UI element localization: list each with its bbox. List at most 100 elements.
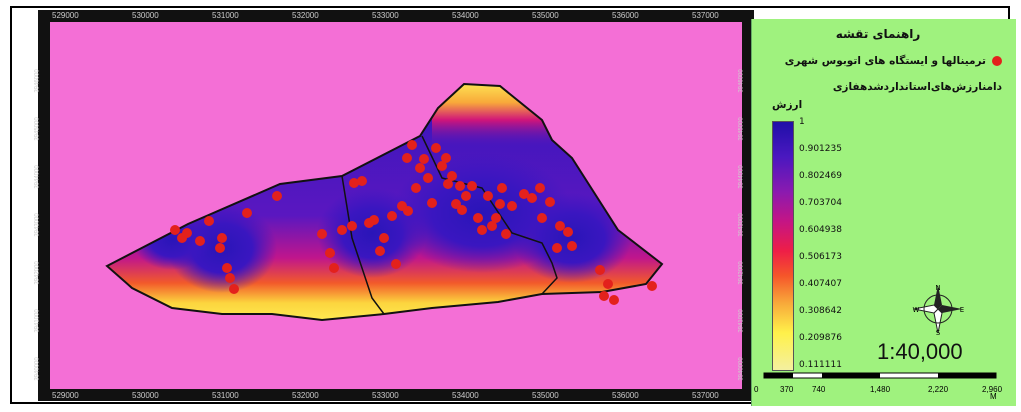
bus-stop-point [552, 243, 562, 253]
bus-stop-point [447, 171, 457, 181]
scale-bar-label: 370 [780, 385, 794, 394]
bus-stop-point [431, 143, 441, 153]
bus-stop-point [195, 236, 205, 246]
bus-stop-point [242, 208, 252, 218]
bus-stop-point [182, 228, 192, 238]
bus-stop-point [391, 259, 401, 269]
x-tick-label: 532000 [292, 391, 319, 400]
bus-stop-point [487, 221, 497, 231]
bus-stop-point [369, 215, 379, 225]
bus-stop-point [555, 221, 565, 231]
y-tick-label: 3944000 [738, 165, 745, 189]
bus-stop-point [501, 229, 511, 239]
bus-stop-point [411, 183, 421, 193]
x-tick-label: 537000 [692, 11, 719, 20]
bus-stop-point [419, 154, 429, 164]
svg-text:W: W [913, 306, 920, 314]
scale-bar-label: 1,480 [870, 385, 891, 394]
x-tick-label: 537000 [692, 391, 719, 400]
bus-stop-point [473, 213, 483, 223]
ramp-tick-label: 0.703704 [799, 198, 842, 208]
legend-value-header: ارزش [772, 99, 803, 111]
scale-bar-label: 2,220 [928, 385, 949, 394]
bus-stop-point [217, 233, 227, 243]
ramp-tick-label: 0.209876 [799, 333, 842, 343]
color-ramp [772, 121, 794, 371]
ramp-tick-label: 0.111111 [799, 360, 842, 370]
bus-stop-point [495, 199, 505, 209]
y-tick-label: 3946000 [34, 69, 41, 93]
bus-stop-point [595, 265, 605, 275]
bus-stop-point [457, 205, 467, 215]
x-tick-label: 534000 [452, 391, 479, 400]
district-line [421, 135, 558, 295]
bus-stop-point [455, 181, 465, 191]
legend-layer-title: دامنارزش‌های‌استانداردشدهفازی [832, 81, 1002, 93]
bus-stop-point [535, 183, 545, 193]
y-tick-label: 3940000 [34, 357, 41, 381]
x-tick-label: 530000 [132, 11, 159, 20]
x-tick-label: 536000 [612, 391, 639, 400]
y-tick-label: 3945000 [34, 117, 41, 141]
bus-stop-point [407, 140, 417, 150]
city-boundary [105, 82, 664, 322]
bus-stop-point [337, 225, 347, 235]
scale-bar-label: 2,960 [982, 385, 1003, 394]
bus-stop-point [317, 229, 327, 239]
bus-stop-point [599, 291, 609, 301]
x-tick-label: 529000 [52, 11, 79, 20]
bus-stop-point [527, 193, 537, 203]
bus-stop-point [272, 191, 282, 201]
bus-stop-point [170, 225, 180, 235]
x-tick-label: 535000 [532, 11, 559, 20]
bus-stop-point [563, 227, 573, 237]
bus-stop-point [357, 176, 367, 186]
bus-stop-point [507, 201, 517, 211]
y-tick-label: 3945000 [738, 117, 745, 141]
svg-text:S: S [936, 329, 941, 337]
bus-stop-point [225, 273, 235, 283]
bus-stop-point [491, 213, 501, 223]
bus-stop-point [423, 173, 433, 183]
ramp-tick-label: 0.802469 [799, 171, 842, 181]
bus-stop-point [403, 206, 413, 216]
bus-stop-point [329, 263, 339, 273]
bus-stop-point [215, 243, 225, 253]
scale-bar-label: 0 [754, 385, 759, 394]
bus-stop-point [461, 191, 471, 201]
bus-stop-point [603, 279, 613, 289]
y-tick-label: 3944000 [34, 165, 41, 189]
x-tick-label: 534000 [452, 11, 479, 20]
y-tick-label: 3940000 [738, 357, 745, 381]
svg-text:N: N [935, 284, 940, 292]
bus-stop-symbol-icon [992, 56, 1002, 66]
bus-stop-point [467, 181, 477, 191]
svg-text:E: E [960, 306, 964, 314]
bus-stop-point [567, 241, 577, 251]
bus-stop-point [545, 197, 555, 207]
bus-stop-point [443, 179, 453, 189]
bus-stop-point [349, 178, 359, 188]
bus-stop-point [375, 246, 385, 256]
ramp-tick-label: 1 [799, 117, 805, 127]
bus-stop-points [170, 140, 657, 305]
ramp-tick-label: 0.604938 [799, 225, 842, 235]
x-tick-label: 536000 [612, 11, 639, 20]
bus-stop-point [229, 284, 239, 294]
ramp-tick-label: 0.308642 [799, 306, 842, 316]
map-canvas [38, 10, 754, 401]
y-tick-label: 3941000 [738, 309, 745, 333]
scale-bar-label: 740 [812, 385, 826, 394]
x-tick-label: 531000 [212, 11, 239, 20]
bus-stop-point [415, 163, 425, 173]
bus-stop-point [325, 248, 335, 258]
scale-ratio: 1:40,000 [877, 339, 963, 364]
scale-unit: M [990, 392, 997, 401]
bus-stop-point [519, 189, 529, 199]
legend-point-entry: ترمینالها و ایستگاه های اتوبوس شهری [785, 55, 1002, 67]
ramp-tick-label: 0.506173 [799, 252, 842, 262]
bus-stop-point [647, 281, 657, 291]
y-tick-label: 3942000 [34, 261, 41, 285]
bus-stop-point [609, 295, 619, 305]
x-tick-label: 533000 [372, 11, 399, 20]
